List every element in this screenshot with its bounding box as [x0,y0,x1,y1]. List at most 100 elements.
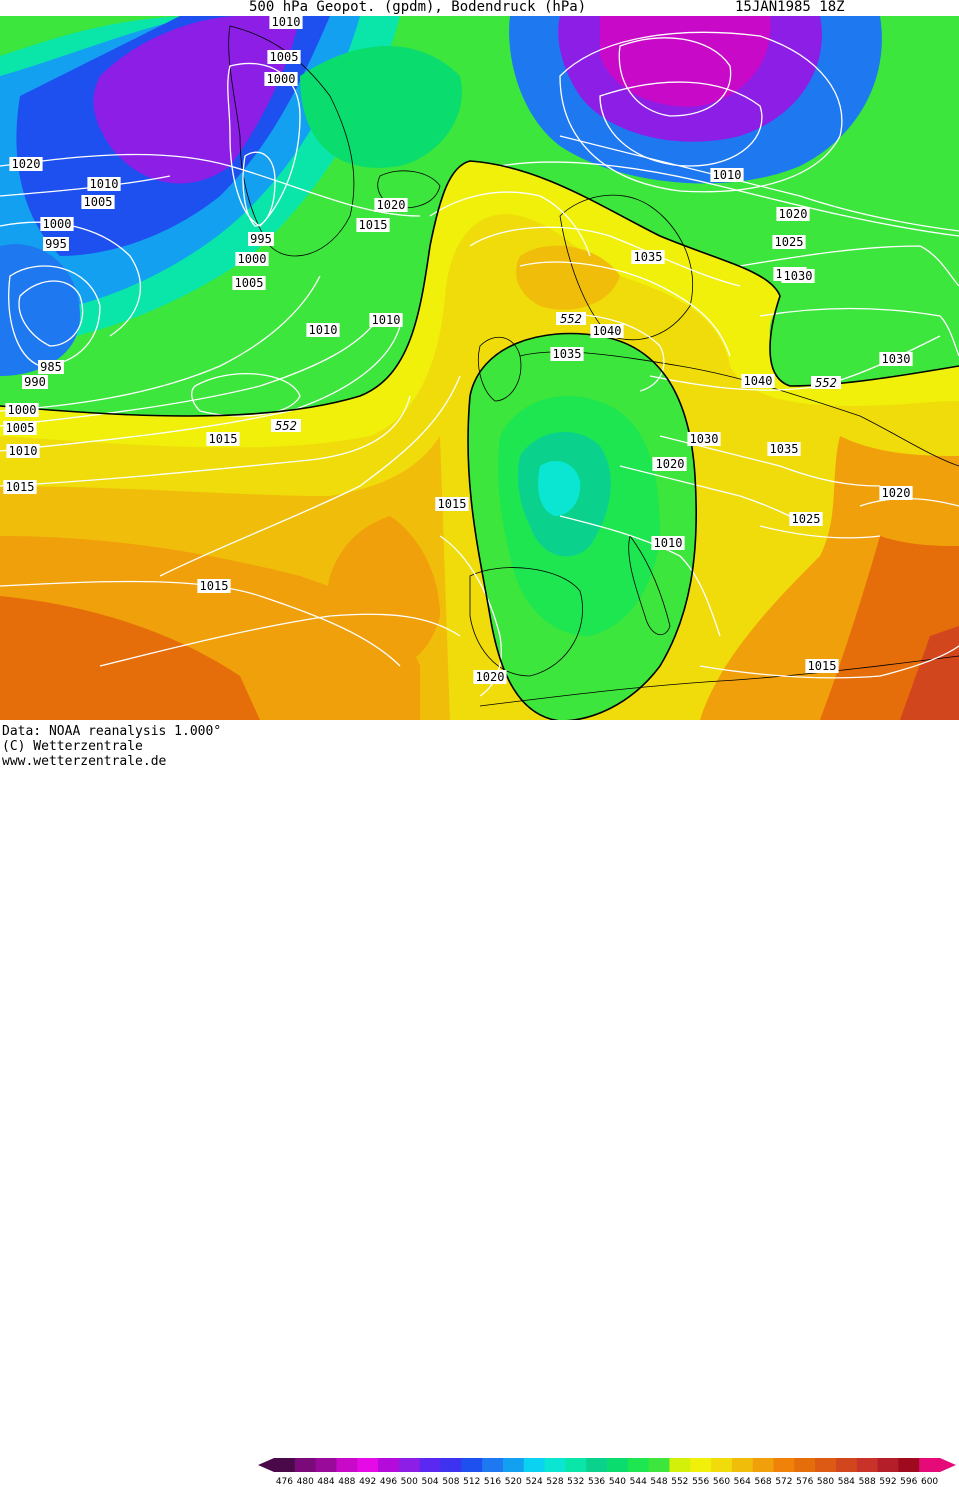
isobar-label-box [789,512,823,526]
isobar-line [469,226,741,287]
copyright-line: (C) Wetterzentrale [2,739,143,754]
isobar-line [499,161,959,237]
isobar-line [559,31,843,193]
contour-552-west [0,160,959,417]
isobar-label-box [6,444,40,458]
isobar-label-box [805,659,839,673]
isobar-line [599,81,763,167]
fill-level-green-mid [300,46,462,168]
legend-tick-label: 560 [713,1477,730,1486]
contour-label-layer: 552 552 552 [271,312,841,433]
isobar-label-box [3,421,37,435]
legend-swatch-572 [773,1458,795,1472]
isobar-line [0,580,401,667]
legend-tick-label: 576 [796,1477,813,1486]
isobar-label: 1010 [713,168,742,182]
legend-swatch-560 [711,1458,733,1472]
isobar-label-box [81,195,115,209]
isobar-line [619,465,811,527]
legend-tick-label: 500 [401,1477,418,1486]
isobar-label: 1020 [476,670,505,684]
contour-label-box [271,419,301,432]
isobar-label-box [5,403,39,417]
isobar-label-box [267,50,301,64]
isobar-label-box [767,442,801,456]
isobar-label-box [374,198,408,212]
coast-scandinavia [559,194,693,340]
isobar-line [242,151,276,227]
legend-tick-label: 580 [817,1477,834,1486]
legend-swatch-528 [544,1458,566,1472]
isobar-label: 1025 [775,235,804,249]
website-link[interactable]: www.wetterzentrale.de [2,754,167,769]
isobar-line [191,373,301,417]
isobar-label: 1010 [309,323,338,337]
isobar-line [0,275,321,412]
legend-swatch-508 [440,1458,462,1472]
isobar-label: 1010 [654,536,683,550]
legend-swatch-480 [294,1458,317,1472]
legend-tick-label: 524 [526,1477,543,1486]
isobar-label: 1035 [634,250,663,264]
legend-tick-label: 536 [588,1477,605,1486]
legend-tick-label: 568 [754,1477,771,1486]
coast-italy [628,535,671,636]
legend-swatch-548 [648,1458,670,1472]
isobar-line [159,375,461,577]
isobar-line [559,135,959,232]
isobar-label-box [590,324,624,338]
legend-tick-label: 504 [421,1477,438,1486]
isobar-label-box [235,252,269,266]
legend-tick-label: 540 [609,1477,626,1486]
contour-label-box [811,376,841,389]
isobar-line [519,261,731,357]
legend-arrow-right [940,1458,956,1472]
fill-level-564-ne [516,245,620,310]
isobar-label: 1025 [792,512,821,526]
isobar-label: 1005 [84,195,113,209]
isobar-label-layer: 1010 1005 1000 1020 1010 1005 1000 995 1000 1005 9… [3,16,913,684]
legend-swatch-544 [627,1458,650,1472]
fill-level-right-low-center [600,16,771,107]
isobar-label: 1030 [882,352,911,366]
map-footer: Data: NOAA reanalysis 1.000° (C) Wetterz… [0,720,959,1486]
isobar-label: 995 [45,237,67,251]
legend-tick-label: 488 [338,1477,355,1486]
legend-tick-label: 548 [650,1477,667,1486]
isobar-label: 1035 [770,442,799,456]
legend-swatch-588 [856,1458,879,1472]
legend-swatch-584 [835,1458,858,1472]
legend-swatch-504 [419,1458,441,1472]
isobar-label: 1010 [272,16,301,29]
isobar-label: 1040 [593,324,622,338]
isobar-label-box [879,352,913,366]
isobar-label-box [550,347,584,361]
isobar-label: 1005 [6,421,35,435]
isobar-label: 1015 [359,218,388,232]
isobar-label-box [269,16,303,29]
legend-swatch-500 [398,1458,421,1472]
legend-color-bar [258,1458,956,1472]
isobar-label-box [38,360,64,374]
legend-tick-label: 584 [838,1477,855,1486]
isobar-label-box [197,579,231,593]
isobar-label: 1020 [12,157,41,171]
isobar-label: 1020 [882,486,911,500]
legend-swatch-556 [690,1458,712,1472]
legend-swatch-540 [607,1458,629,1472]
legend-swatch-516 [482,1458,504,1472]
fill-level-548-east [769,256,959,376]
isobar-line [759,307,959,357]
legend-tick-label: 544 [630,1477,647,1486]
coast-iberia [469,567,583,677]
isobar-line [759,525,881,539]
legend-swatch-576 [794,1458,816,1472]
fill-level-564-mid [326,516,440,676]
legend-tick-label: 496 [380,1477,397,1486]
isobar-label: 1010 [9,444,38,458]
legend-tick-label: 528 [546,1477,563,1486]
color-legend: 476 480 484 488 492 496 500 504 508 512 516 520 524 5… [258,1457,956,1487]
isobar-label: 1000 [8,403,37,417]
legend-tick-label: 564 [734,1477,751,1486]
isobar-label-box [741,374,775,388]
